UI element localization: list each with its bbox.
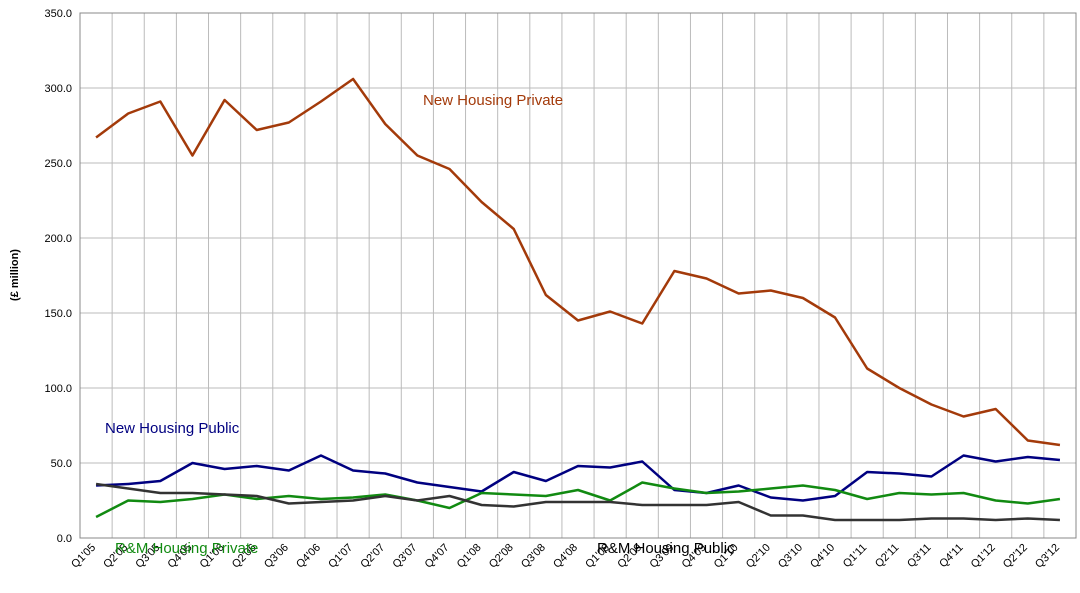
series-label: R&M Housing Private — [115, 540, 258, 557]
x-tick-label: Q2'12 — [1001, 542, 1030, 571]
y-tick-label: 250.0 — [44, 158, 72, 170]
x-tick-label: Q1'12 — [969, 542, 998, 571]
x-tick-label: Q1'11 — [841, 542, 869, 570]
x-tick-label: Q3'06 — [262, 542, 291, 571]
x-tick-label: Q3'11 — [905, 542, 933, 570]
x-tick-label: Q3'12 — [1033, 542, 1062, 571]
x-tick-label: Q2'08 — [487, 542, 516, 571]
x-tick-label: Q2'11 — [873, 542, 901, 570]
series-label: R&M Housing Public — [597, 540, 735, 557]
series-line — [95, 481, 1061, 519]
y-tick-label: 350.0 — [44, 8, 72, 20]
series-line — [96, 454, 1061, 502]
series-label: New Housing Private — [423, 92, 563, 109]
x-tick-label: Q3'10 — [776, 542, 805, 571]
y-tick-label: 100.0 — [44, 383, 72, 395]
x-tick-label: Q4'06 — [294, 542, 323, 571]
x-tick-label: Q3'08 — [519, 542, 548, 571]
x-tick-label: Q1'08 — [455, 542, 484, 571]
plot-border — [79, 12, 1077, 539]
y-axis-label: (£ million) — [9, 249, 21, 301]
series-line — [95, 482, 1060, 522]
y-tick-label: 150.0 — [44, 308, 72, 320]
x-tick-label: Q1'05 — [69, 542, 98, 571]
y-tick-label: 0.0 — [57, 533, 72, 545]
x-tick-label: Q1'07 — [326, 542, 355, 571]
x-tick-label: Q4'11 — [937, 542, 965, 570]
x-tick-label: Q3'07 — [390, 542, 419, 571]
x-tick-label: Q2'07 — [358, 542, 387, 571]
x-tick-label: Q2'10 — [744, 542, 773, 571]
x-tick-label: Q4'07 — [423, 542, 452, 571]
y-tick-label: 50.0 — [51, 458, 72, 470]
y-tick-label: 300.0 — [44, 83, 72, 95]
series-label: New Housing Public — [105, 420, 240, 437]
series-line — [95, 77, 1061, 447]
x-tick-label: Q4'10 — [808, 542, 837, 571]
y-tick-label: 200.0 — [44, 233, 72, 245]
x-tick-label: Q4'08 — [551, 542, 580, 571]
